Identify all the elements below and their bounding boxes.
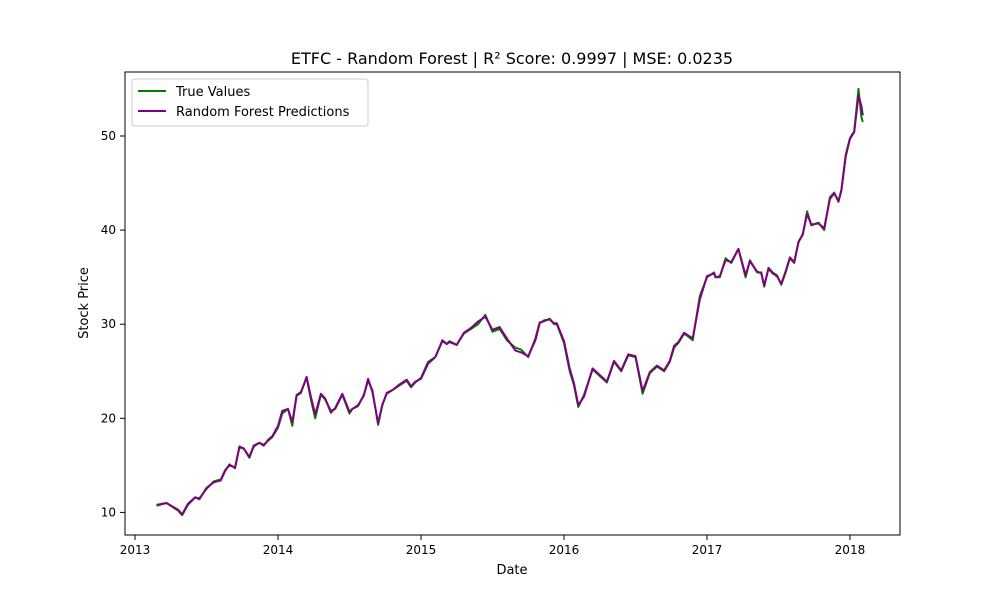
chart-title: ETFC - Random Forest | R² Score: 0.9997 … bbox=[291, 49, 733, 68]
y-tick-label: 40 bbox=[101, 223, 116, 237]
y-axis-label: Stock Price bbox=[77, 267, 92, 339]
x-tick-label: 2016 bbox=[549, 543, 580, 557]
plot-frame bbox=[124, 71, 901, 536]
x-tick-label: 2015 bbox=[406, 543, 437, 557]
x-axis: 2013 2014 2015 2016 2017 2018 bbox=[120, 535, 865, 557]
legend-label-random-forest-predictions: Random Forest Predictions bbox=[176, 105, 350, 120]
y-tick-label: 10 bbox=[101, 505, 116, 519]
x-tick-label: 2013 bbox=[120, 543, 151, 557]
series-line-true-values bbox=[156, 87, 864, 517]
x-axis-label: Date bbox=[496, 563, 527, 578]
y-tick-label: 30 bbox=[101, 317, 116, 331]
legend-label-true-values: True Values bbox=[175, 85, 250, 100]
y-tick-label: 20 bbox=[101, 411, 116, 425]
x-tick-label: 2017 bbox=[692, 543, 723, 557]
y-tick-label: 50 bbox=[101, 129, 116, 143]
x-tick-label: 2014 bbox=[263, 543, 294, 557]
y-axis: 10 20 30 40 50 bbox=[101, 129, 125, 519]
series-line-random-forest-predictions bbox=[156, 94, 864, 516]
legend-box bbox=[131, 78, 369, 127]
legend: True Values Random Forest Predictions bbox=[131, 78, 369, 127]
plot-area bbox=[156, 87, 864, 517]
x-tick-label: 2018 bbox=[835, 543, 866, 557]
